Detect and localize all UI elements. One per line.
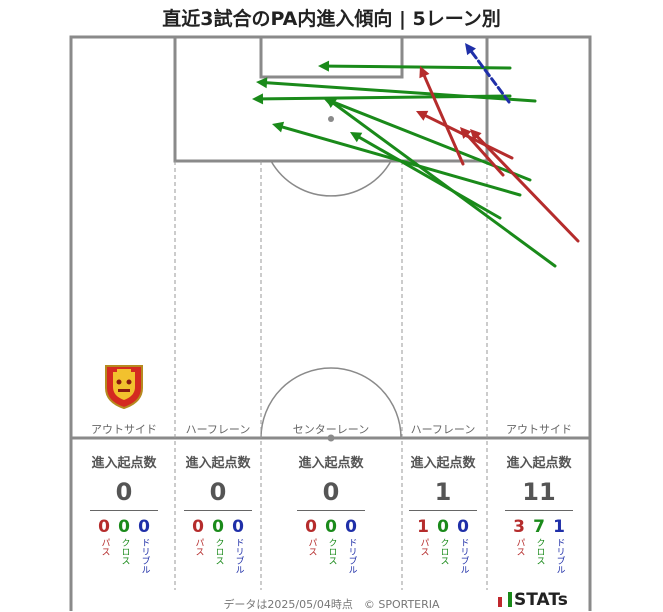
pass-label: パス	[193, 538, 204, 556]
pass-count: 1	[417, 517, 429, 537]
entry-total: 0	[322, 478, 340, 506]
center-spot	[327, 434, 335, 442]
team-crest-icon	[105, 365, 143, 410]
dribble-label: ドリブル	[346, 538, 357, 574]
center-circle	[260, 367, 402, 439]
stat-divider	[505, 510, 573, 511]
dribble-label: ドリブル	[554, 538, 565, 574]
pass-label: パス	[306, 538, 317, 556]
lane-stats-center: 進入起点数 0 0 パス 0 クロス 0 ドリブル	[286, 452, 376, 574]
pass-arrow	[470, 129, 580, 243]
stat-heading: 進入起点数	[185, 456, 251, 471]
lane-label-out-left: アウトサイド	[91, 423, 157, 436]
entry-total: 11	[522, 478, 556, 506]
pass-count: 0	[98, 517, 110, 537]
cross-count: 0	[118, 517, 130, 537]
penalty-spot	[328, 116, 334, 122]
entry-breakdown: 0 パス 0 クロス 0 ドリブル	[286, 517, 376, 574]
lane-label-out-right: アウトサイド	[506, 423, 572, 436]
dribble-count: 0	[457, 517, 469, 537]
cross-arrow	[318, 60, 512, 72]
dribble-count: 0	[232, 517, 244, 537]
cross-count: 0	[212, 517, 224, 537]
entry-total: 0	[209, 478, 227, 506]
entry-total: 0	[115, 478, 133, 506]
cross-label: クロス	[326, 538, 337, 565]
stat-divider	[184, 510, 252, 511]
cross-arrow	[256, 77, 537, 103]
pass-arrow	[419, 66, 465, 166]
brand-name: STATs	[514, 590, 568, 610]
dribble-arrow	[465, 43, 511, 104]
lane-label-half-left: ハーフレーン	[185, 423, 251, 436]
pass-count: 0	[305, 517, 317, 537]
entry-arrows	[252, 43, 580, 268]
cross-arrow	[350, 132, 502, 220]
stat-divider	[409, 510, 477, 511]
stat-heading: 進入起点数	[506, 456, 572, 471]
stat-divider	[297, 510, 365, 511]
pass-count: 0	[192, 517, 204, 537]
data-footer: データは2025/05/04時点 © SPORTERIA	[223, 598, 440, 611]
goal-area	[259, 35, 404, 79]
entry-total: 1	[434, 478, 452, 506]
brand-logo: STATs	[498, 590, 568, 610]
lane-stats-half-left: 進入起点数 0 0 パス 0 クロス 0 ドリブル	[173, 452, 263, 574]
dribble-label: ドリブル	[233, 538, 244, 574]
cross-count: 0	[325, 517, 337, 537]
lane-stats-out-left: 進入起点数 0 0 パス 0 クロス 0 ドリブル	[79, 452, 169, 574]
stat-heading: 進入起点数	[91, 456, 157, 471]
dribble-label: ドリブル	[139, 538, 150, 574]
lane-stats-out-right: 進入起点数 11 3 パス 7 クロス 1 ドリブル	[494, 452, 584, 574]
entry-breakdown: 0 パス 0 クロス 0 ドリブル	[79, 517, 169, 574]
cross-label: クロス	[213, 538, 224, 565]
penalty-arc	[270, 160, 392, 197]
dribble-count: 0	[345, 517, 357, 537]
chart-title: 直近3試合のPA内進入傾向 | 5レーン別	[162, 8, 501, 30]
cross-count: 7	[533, 517, 545, 537]
entry-breakdown: 1 パス 0 クロス 0 ドリブル	[398, 517, 488, 574]
cross-label: クロス	[534, 538, 545, 565]
pass-label: パス	[514, 538, 525, 556]
entry-breakdown: 0 パス 0 クロス 0 ドリブル	[173, 517, 263, 574]
stat-divider	[90, 510, 158, 511]
dribble-label: ドリブル	[458, 538, 469, 574]
pass-count: 3	[513, 517, 525, 537]
cross-count: 0	[437, 517, 449, 537]
dribble-count: 1	[553, 517, 565, 537]
pass-arrow	[460, 127, 505, 177]
stat-heading: 進入起点数	[410, 456, 476, 471]
cross-label: クロス	[438, 538, 449, 565]
lane-label-center: センターレーン	[292, 423, 370, 436]
stat-heading: 進入起点数	[298, 456, 364, 471]
dribble-count: 0	[138, 517, 150, 537]
cross-label: クロス	[119, 538, 130, 565]
pass-label: パス	[99, 538, 110, 556]
lane-stats-half-right: 進入起点数 1 1 パス 0 クロス 0 ドリブル	[398, 452, 488, 574]
cross-arrow	[252, 93, 512, 105]
pass-label: パス	[418, 538, 429, 556]
entry-breakdown: 3 パス 7 クロス 1 ドリブル	[494, 517, 584, 574]
lane-label-half-right: ハーフレーン	[410, 423, 476, 436]
cross-arrow	[325, 97, 557, 268]
